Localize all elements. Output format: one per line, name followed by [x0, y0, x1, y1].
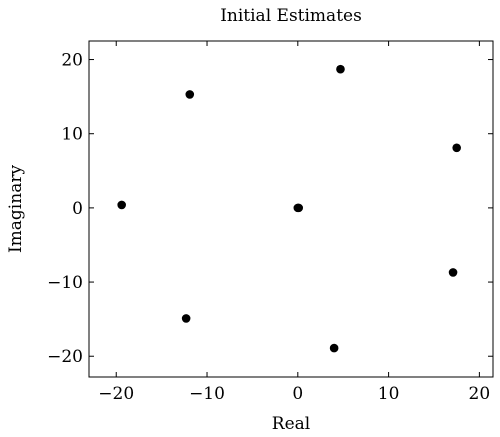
data-point	[117, 200, 126, 210]
data-point	[185, 90, 195, 99]
y-axis-ticks: −20 −10 0 10 20	[47, 51, 493, 367]
y-tick-label: −10	[47, 273, 83, 293]
x-tick-label: −10	[189, 384, 225, 404]
y-tick-label: 10	[61, 125, 83, 145]
data-point	[336, 64, 345, 74]
y-tick-label: −20	[47, 347, 83, 367]
x-axis-label: Real	[272, 414, 310, 434]
data-point	[329, 343, 339, 353]
data-point	[294, 203, 304, 213]
x-tick-label: −20	[98, 384, 134, 404]
y-tick-label: 20	[61, 51, 83, 71]
data-points	[117, 64, 461, 353]
plot-area-frame	[88, 40, 494, 378]
data-point	[181, 314, 191, 323]
x-tick-label: 20	[469, 384, 491, 404]
chart-title: Initial Estimates	[220, 6, 362, 26]
x-axis-ticks: −20 −10 0 10 20	[98, 41, 490, 404]
data-point	[452, 143, 461, 153]
data-point	[448, 268, 458, 277]
x-tick-label: 0	[292, 384, 303, 404]
x-tick-label: 10	[378, 384, 400, 404]
y-axis-label: Imaginary	[6, 165, 26, 254]
y-tick-label: 0	[72, 199, 83, 219]
